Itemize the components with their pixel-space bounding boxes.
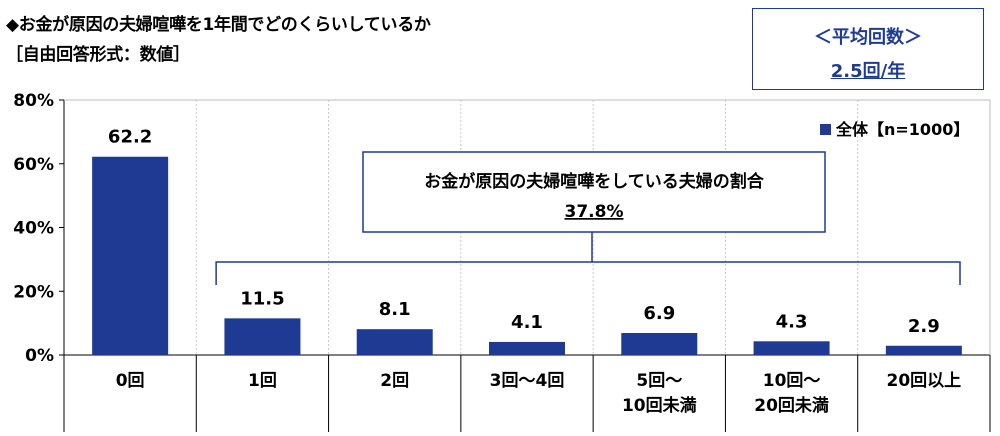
- data-label: 62.2: [108, 127, 152, 148]
- y-tick-label: 0%: [25, 346, 54, 366]
- bar: [621, 333, 698, 355]
- x-tick-label: 0回: [116, 371, 145, 391]
- y-tick-label: 80%: [13, 91, 54, 111]
- x-tick-label: 1回: [248, 371, 277, 391]
- annotation-text: お金が原因の夫婦喧嘩をしている夫婦の割合: [424, 171, 764, 192]
- chart-subtitle: ［自由回答形式：数値］: [6, 45, 190, 65]
- x-tick-label: 10回未満: [622, 395, 697, 416]
- x-tick-label: 3回～4回: [490, 371, 565, 391]
- data-label: 4.3: [776, 311, 808, 332]
- legend-swatch: [820, 124, 831, 135]
- bar: [92, 156, 169, 355]
- x-tick-label: 2回: [380, 371, 409, 391]
- chart-title: ◆お金が原因の夫婦喧嘩を1年間でどのくらいしているか: [6, 15, 431, 35]
- annotation-box: [362, 151, 826, 233]
- data-label: 11.5: [240, 288, 284, 309]
- data-label: 2.9: [908, 316, 940, 337]
- x-tick-label: 20回以上: [887, 371, 962, 391]
- data-label: 8.1: [379, 299, 411, 320]
- x-tick-label: 5回～: [636, 371, 682, 391]
- y-tick-label: 60%: [13, 155, 54, 175]
- bar: [885, 345, 962, 355]
- average-box: ＜平均回数＞ 2.5回/年: [752, 8, 984, 90]
- x-tick-label: 10回～: [763, 371, 821, 391]
- y-tick-label: 40%: [13, 219, 54, 239]
- bar: [356, 329, 433, 355]
- average-label: ＜平均回数＞: [814, 27, 922, 48]
- data-label: 4.1: [511, 312, 543, 333]
- average-value: 2.5回/年: [830, 61, 906, 82]
- bar: [224, 318, 301, 355]
- bar: [489, 341, 565, 355]
- annotation-value: 37.8%: [565, 202, 624, 222]
- x-tick-label: 20回未満: [754, 395, 829, 416]
- bracket: [215, 261, 961, 285]
- y-tick-label: 20%: [13, 282, 54, 302]
- legend-label: 全体【n=1000】: [835, 120, 969, 139]
- data-label: 6.9: [643, 303, 675, 324]
- bar: [753, 341, 830, 355]
